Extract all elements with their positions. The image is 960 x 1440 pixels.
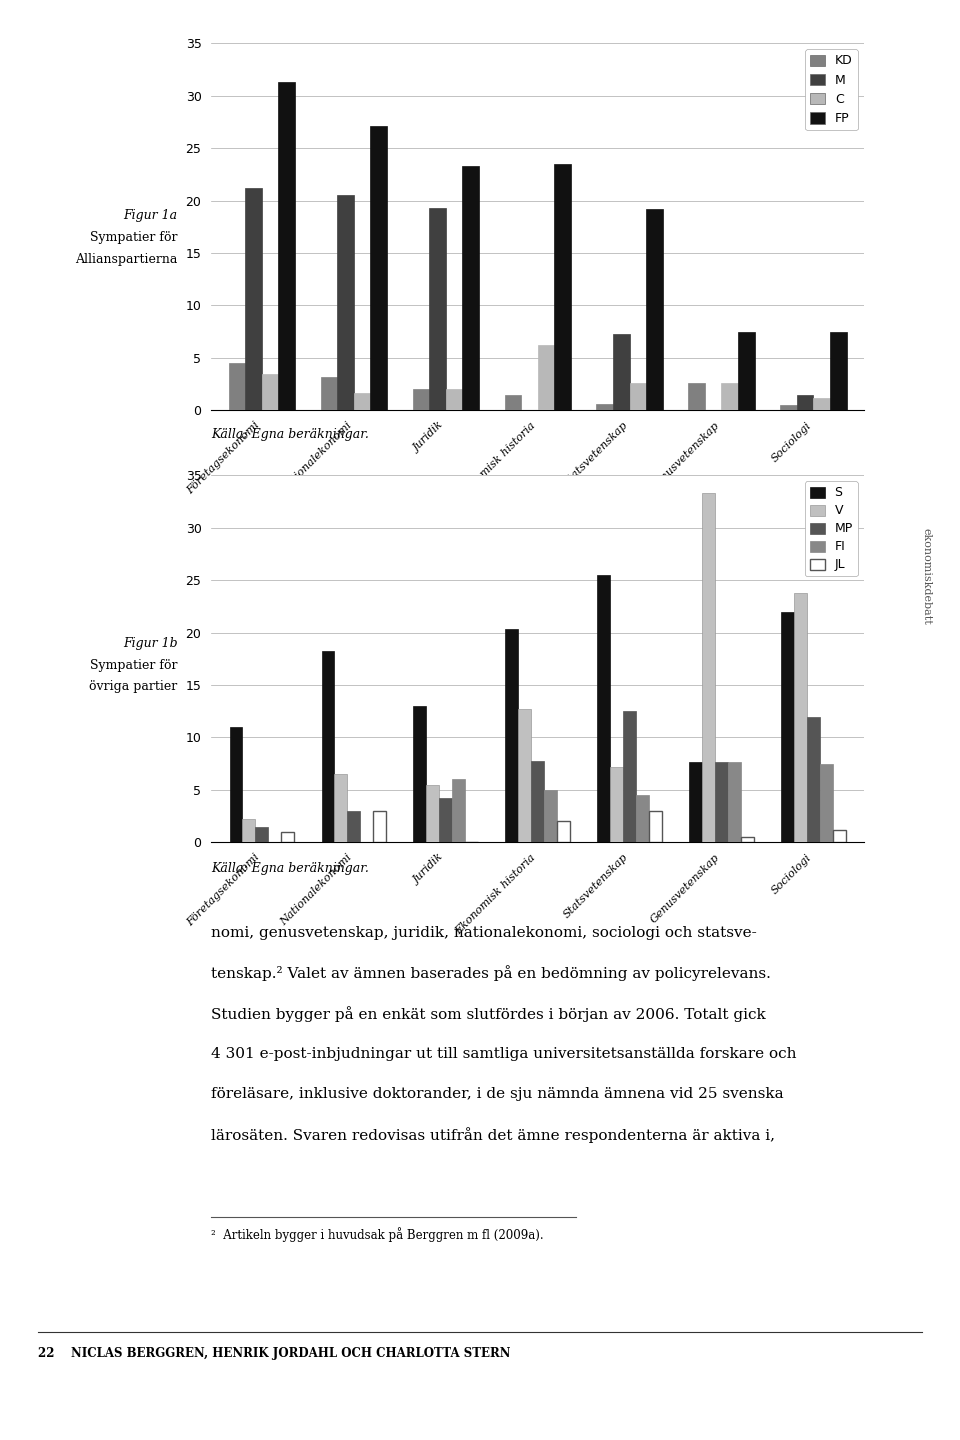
Bar [278, 82, 295, 410]
Bar [807, 717, 820, 842]
Bar [245, 189, 262, 410]
Text: lärosäten. Svaren redovisas utifrån det ämne respondenterna är aktiva i,: lärosäten. Svaren redovisas utifrån det … [211, 1126, 776, 1143]
Bar [780, 405, 797, 410]
Bar [505, 629, 518, 842]
Bar [462, 166, 479, 410]
Bar [322, 651, 334, 842]
Bar [630, 383, 646, 410]
Bar [429, 207, 445, 410]
Bar [243, 819, 255, 842]
Legend: KD, M, C, FP: KD, M, C, FP [805, 49, 857, 130]
Text: nomi, genusvetenskap, juridik, nationalekonomi, sociologi och statsve-: nomi, genusvetenskap, juridik, nationale… [211, 926, 756, 940]
Bar [646, 209, 662, 410]
Bar [518, 708, 531, 842]
Bar [596, 405, 613, 410]
Bar [728, 762, 741, 842]
Bar [597, 575, 611, 842]
Bar [623, 711, 636, 842]
Text: Sympatier för: Sympatier för [90, 230, 178, 245]
Bar [321, 377, 337, 410]
Bar [741, 837, 754, 842]
Bar [830, 331, 847, 410]
Bar [538, 346, 554, 410]
Bar [452, 779, 465, 842]
Text: 4 301 e-post-inbjudningar ut till samtliga universitetsanställda forskare och: 4 301 e-post-inbjudningar ut till samtli… [211, 1047, 797, 1061]
Bar [557, 821, 570, 842]
Bar [262, 374, 278, 410]
Bar [426, 785, 440, 842]
Bar [371, 127, 387, 410]
Bar [554, 164, 570, 410]
Text: ²  Artikeln bygger i huvudsak på Berggren m fl (2009a).: ² Artikeln bygger i huvudsak på Berggren… [211, 1227, 543, 1241]
Bar [544, 791, 557, 842]
Text: Sympatier för: Sympatier för [90, 658, 178, 672]
Text: övriga partier: övriga partier [89, 680, 178, 694]
Bar [281, 832, 294, 842]
Bar [348, 811, 360, 842]
Bar [797, 395, 813, 410]
Bar [781, 612, 794, 842]
Bar [414, 706, 426, 842]
Bar [813, 397, 830, 410]
Bar [715, 762, 728, 842]
Bar [440, 798, 452, 842]
Bar [688, 383, 705, 410]
Bar [820, 763, 832, 842]
Bar [353, 393, 371, 410]
Text: Figur 1a: Figur 1a [124, 209, 178, 223]
Bar [445, 389, 462, 410]
Legend: S, V, MP, FI, JL: S, V, MP, FI, JL [804, 481, 857, 576]
Bar [832, 829, 846, 842]
Bar [413, 389, 429, 410]
Bar [373, 811, 386, 842]
Bar [738, 331, 755, 410]
Bar [722, 383, 738, 410]
Text: 22    NICLAS BERGGREN, HENRIK JORDAHL OCH CHARLOTTA STERN: 22 NICLAS BERGGREN, HENRIK JORDAHL OCH C… [38, 1346, 511, 1361]
Bar [505, 395, 521, 410]
Bar [702, 492, 715, 842]
Bar [613, 334, 630, 410]
Bar [531, 760, 544, 842]
Bar [255, 827, 268, 842]
Bar [794, 593, 807, 842]
Text: Studien bygger på en enkät som slutfördes i början av 2006. Totalt gick: Studien bygger på en enkät som slutförde… [211, 1005, 766, 1022]
Bar [334, 775, 348, 842]
Bar [636, 795, 649, 842]
Bar [337, 196, 353, 410]
Text: Figur 1b: Figur 1b [123, 636, 178, 651]
Text: föreläsare, inklusive doktorander, i de sju nämnda ämnena vid 25 svenska: föreläsare, inklusive doktorander, i de … [211, 1087, 783, 1102]
Bar [649, 811, 661, 842]
Bar [611, 768, 623, 842]
Text: Allianspartierna: Allianspartierna [75, 252, 178, 266]
Bar [228, 363, 245, 410]
Text: Källa: Egna beräkningar.: Källa: Egna beräkningar. [211, 428, 369, 442]
Bar [689, 762, 702, 842]
Bar [229, 727, 243, 842]
Text: ekonomiskdebatt: ekonomiskdebatt [922, 527, 931, 625]
Text: tenskap.² Valet av ämnen baserades på en bedömning av policyrelevans.: tenskap.² Valet av ämnen baserades på en… [211, 965, 771, 982]
Text: Källa: Egna beräkningar.: Källa: Egna beräkningar. [211, 861, 369, 876]
